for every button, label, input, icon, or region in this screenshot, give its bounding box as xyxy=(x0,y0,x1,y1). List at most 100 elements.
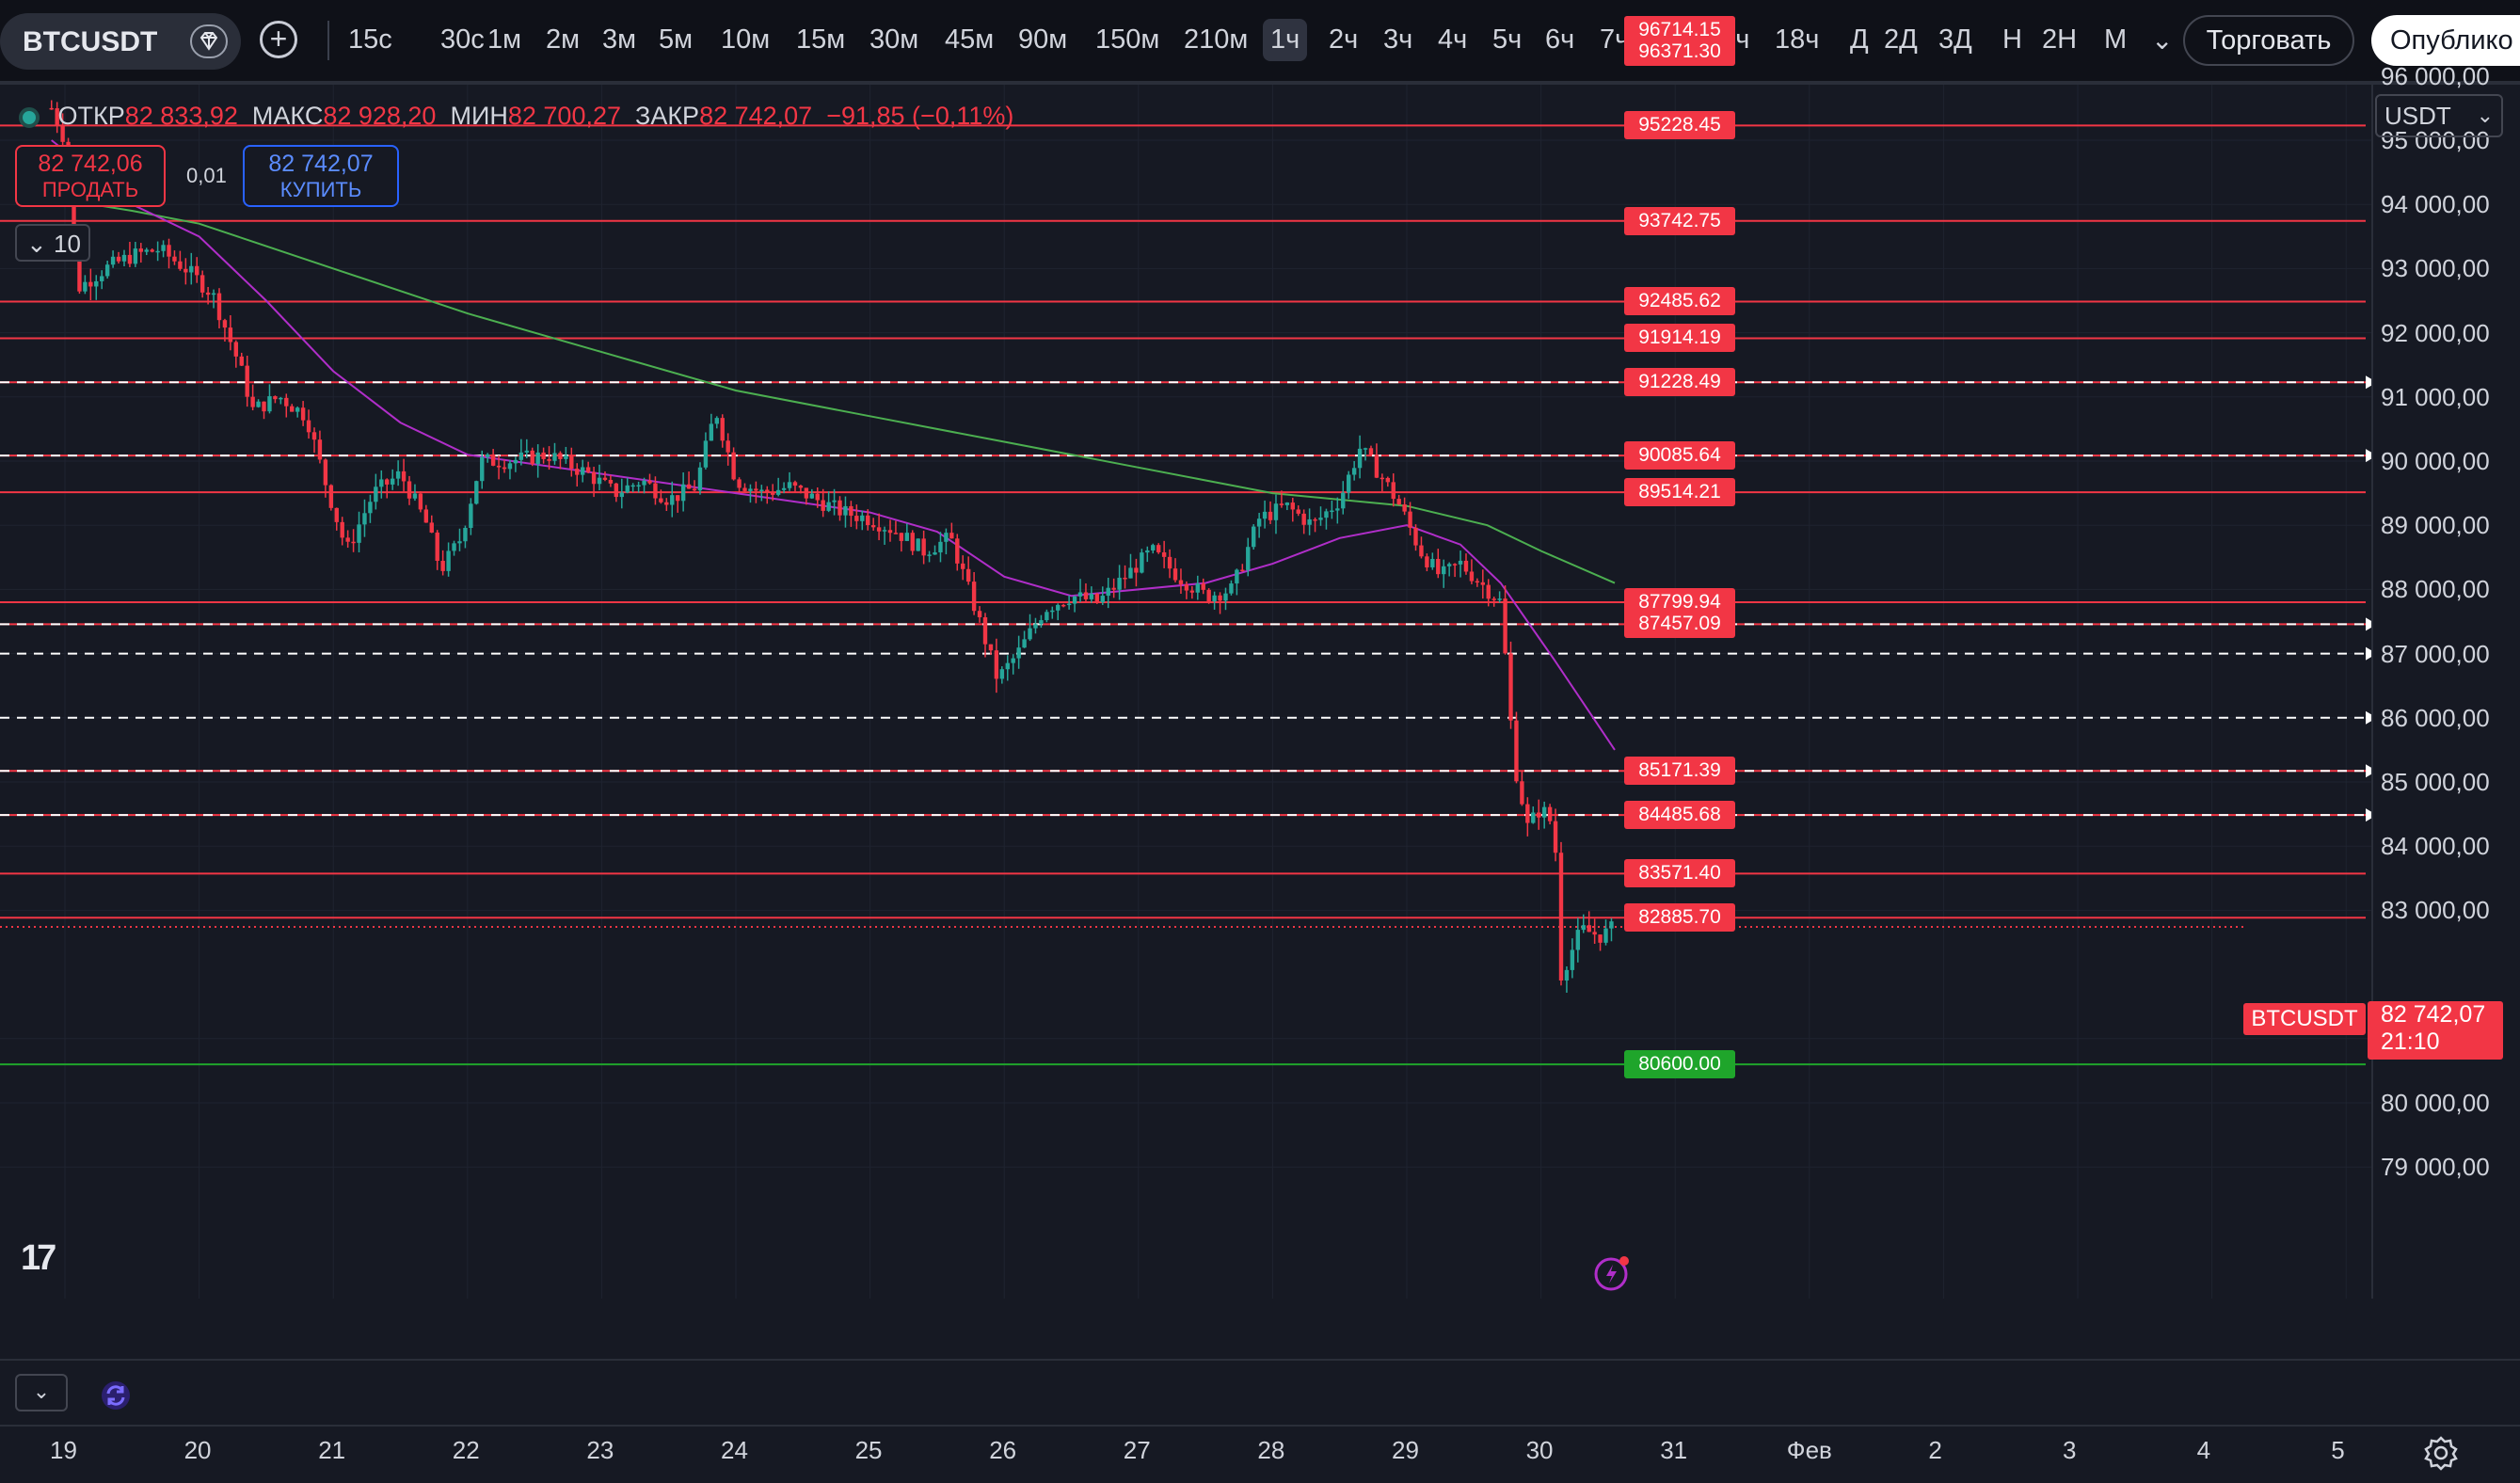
level-price-tag[interactable]: 87457.09 xyxy=(1624,610,1735,639)
candle-body xyxy=(686,484,692,489)
candle-body xyxy=(279,397,283,400)
timeframe-4[interactable]: 3м xyxy=(602,24,637,55)
timeframe-28[interactable]: М xyxy=(2104,24,2128,55)
candle-body xyxy=(1077,592,1083,597)
candle-body xyxy=(1609,921,1614,929)
candle-body xyxy=(233,342,239,357)
candle-body xyxy=(150,249,154,252)
symbol-search-button[interactable]: BTCUSDT xyxy=(0,13,241,70)
price-chart[interactable] xyxy=(0,85,2371,1299)
time-axis-label: 28 xyxy=(1257,1436,1285,1464)
level-price-tag[interactable]: 85171.39 xyxy=(1624,757,1735,786)
candle-body xyxy=(100,276,104,281)
level-arrow-icon xyxy=(2366,617,2371,631)
level-arrow-icon xyxy=(2366,764,2371,778)
level-price-tag[interactable]: 90085.64 xyxy=(1624,441,1735,470)
candle-body xyxy=(1039,620,1044,625)
buy-button[interactable]: 82 742,07 КУПИТЬ xyxy=(243,145,399,207)
candle-body xyxy=(407,481,412,499)
timeframe-1[interactable]: 30с xyxy=(440,24,485,55)
price-scale-label: 87 000,00 xyxy=(2381,639,2490,668)
tradingview-logo[interactable]: 17 xyxy=(21,1238,56,1278)
candle-body xyxy=(676,495,680,502)
level-price-tag[interactable]: 93742.75 xyxy=(1624,206,1735,235)
price-scale-label: 95 000,00 xyxy=(2381,126,2490,154)
panel-collapse-button[interactable]: ⌄ xyxy=(15,1374,68,1411)
candle-body xyxy=(887,530,893,534)
level-price-tag[interactable]: 84485.68 xyxy=(1624,801,1735,830)
compare-add-icon[interactable]: + xyxy=(260,21,297,58)
timeframe-15[interactable]: 3ч xyxy=(1383,24,1413,55)
candle-body xyxy=(1553,821,1558,853)
candle-body xyxy=(429,522,434,533)
level-price-tag[interactable]: 91228.49 xyxy=(1624,368,1735,397)
candle-body xyxy=(731,452,736,480)
candle-body xyxy=(670,495,675,505)
level-price-tag[interactable]: 82885.70 xyxy=(1624,903,1735,933)
timeframe-27[interactable]: 2Н xyxy=(2042,24,2078,55)
sell-button[interactable]: 82 742,06 ПРОДАТЬ xyxy=(15,145,166,207)
timeframe-22[interactable]: 18ч xyxy=(1775,24,1820,55)
sync-icon[interactable] xyxy=(100,1379,132,1411)
timeframe-18[interactable]: 6ч xyxy=(1545,24,1575,55)
candle-body xyxy=(77,250,82,292)
candle-body xyxy=(692,488,697,491)
level-price-tag[interactable]: 80600.00 xyxy=(1624,1050,1735,1079)
candle-body xyxy=(1195,583,1200,593)
timeframe-11[interactable]: 150м xyxy=(1095,24,1160,55)
timeframe-7[interactable]: 15м xyxy=(796,24,846,55)
timeframe-9[interactable]: 45м xyxy=(945,24,995,55)
candle-body xyxy=(1458,560,1463,565)
trade-button[interactable]: Торговать xyxy=(2183,15,2354,66)
candle-body xyxy=(876,527,882,532)
candle-body xyxy=(395,470,401,479)
timeframe-14[interactable]: 2ч xyxy=(1329,24,1359,55)
order-quantity-toggle[interactable]: ⌄ 10 xyxy=(15,224,90,262)
chevron-down-icon[interactable]: ⌄ xyxy=(2151,25,2174,55)
diamond-icon[interactable] xyxy=(190,24,228,58)
level-price-tag[interactable]: 96371.30 xyxy=(1624,38,1735,67)
level-price-tag[interactable]: 91914.19 xyxy=(1624,324,1735,353)
timeframe-26[interactable]: Н xyxy=(2002,24,2022,55)
timeframe-16[interactable]: 4ч xyxy=(1438,24,1468,55)
timeframe-23[interactable]: Д xyxy=(1850,24,1869,55)
timeframe-8[interactable]: 30м xyxy=(869,24,919,55)
time-axis[interactable] xyxy=(0,1425,2520,1483)
price-scale[interactable] xyxy=(2371,85,2520,1299)
candle-body xyxy=(239,356,244,366)
candle-body xyxy=(1022,639,1027,648)
level-price-tag[interactable]: 95228.45 xyxy=(1624,111,1735,140)
time-axis-label: 5 xyxy=(2331,1436,2345,1464)
currency-select[interactable]: USDT ⌄ xyxy=(2375,94,2503,137)
level-price-tag[interactable]: 89514.21 xyxy=(1624,478,1735,507)
candle-body xyxy=(228,327,233,343)
high-value: 82 928,20 xyxy=(323,102,437,130)
timeframe-6[interactable]: 10м xyxy=(721,24,771,55)
timeframe-5[interactable]: 5м xyxy=(659,24,694,55)
timeframe-24[interactable]: 2Д xyxy=(1884,24,1918,55)
timeframe-13[interactable]: 1ч xyxy=(1263,19,1308,61)
level-price-tag[interactable]: 92485.62 xyxy=(1624,287,1735,316)
timeframe-12[interactable]: 210м xyxy=(1184,24,1249,55)
candle-body xyxy=(1201,583,1205,590)
candle-body xyxy=(680,484,686,502)
timeframe-2[interactable]: 1м xyxy=(487,24,522,55)
time-axis-label: 23 xyxy=(586,1436,614,1464)
candle-body xyxy=(273,396,278,400)
publish-button[interactable]: Опублико xyxy=(2371,15,2520,66)
candle-body xyxy=(1335,508,1340,511)
candle-body xyxy=(1452,564,1458,566)
time-axis-label: 20 xyxy=(183,1436,212,1464)
candle-body xyxy=(1514,720,1519,782)
level-arrow-icon xyxy=(2366,710,2371,725)
lightning-icon[interactable] xyxy=(1594,1253,1632,1291)
timeframe-17[interactable]: 5ч xyxy=(1492,24,1523,55)
timeframe-25[interactable]: 3Д xyxy=(1938,24,1972,55)
level-price-tag[interactable]: 83571.40 xyxy=(1624,859,1735,888)
timeframe-10[interactable]: 90м xyxy=(1018,24,1068,55)
current-price: 82 742,07 xyxy=(2381,1001,2486,1028)
candle-body xyxy=(507,463,513,470)
gear-icon[interactable] xyxy=(2422,1434,2460,1472)
timeframe-3[interactable]: 2м xyxy=(546,24,581,55)
timeframe-0[interactable]: 15с xyxy=(348,24,392,55)
